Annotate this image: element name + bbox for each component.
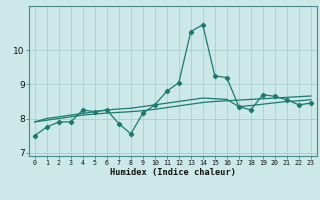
- X-axis label: Humidex (Indice chaleur): Humidex (Indice chaleur): [110, 168, 236, 177]
